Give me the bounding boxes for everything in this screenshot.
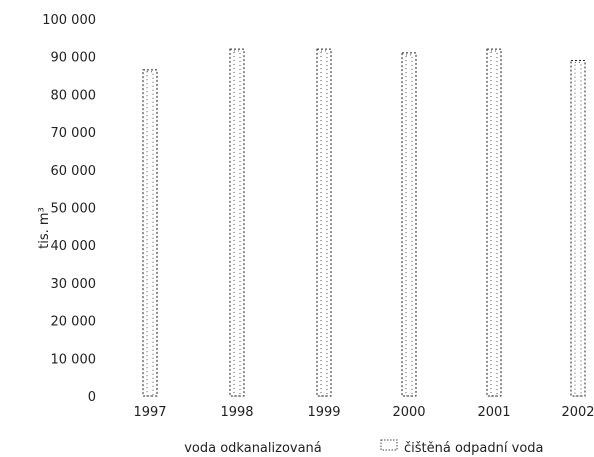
x-tick-label-2001: 2001 xyxy=(477,405,510,420)
bar-voda-odkanalizovana-1997 xyxy=(142,69,158,397)
x-tick-label-1999: 1999 xyxy=(307,405,340,420)
bar-voda-odkanalizovana-1998 xyxy=(229,48,245,397)
bars xyxy=(142,48,586,397)
x-tick-label-1998: 1998 xyxy=(220,405,253,420)
y-tick-label: 70 000 xyxy=(51,126,97,141)
bar-cistena-odpadni-voda-2002 xyxy=(574,61,582,397)
bar-voda-odkanalizovana-2000 xyxy=(401,52,417,397)
x-tick-label-1997: 1997 xyxy=(133,405,166,420)
bar-cistena-odpadni-voda-2000 xyxy=(405,54,413,397)
y-tick-label: 100 000 xyxy=(42,13,96,28)
y-tick-label: 10 000 xyxy=(51,352,97,367)
y-tick-label: 80 000 xyxy=(51,88,97,103)
y-axis-ticks: 0 10 000 20 000 30 000 40 000 50 000 60 000 70 … xyxy=(42,13,96,405)
y-tick-label: 90 000 xyxy=(51,51,97,66)
bar-voda-odkanalizovana-1999 xyxy=(316,48,332,397)
y-tick-label: 50 000 xyxy=(51,202,97,217)
bar-voda-odkanalizovana-2001 xyxy=(486,48,502,397)
bar-cistena-odpadni-voda-1999 xyxy=(320,50,328,397)
legend-label-voda-odkanalizovana: voda odkanalizovaná xyxy=(184,441,322,456)
bar-cistena-odpadni-voda-1998 xyxy=(233,50,241,397)
y-axis-label: tis. m³ xyxy=(37,207,52,249)
legend-label-cistena-odpadni-voda: čištěná odpadní voda xyxy=(404,441,544,456)
x-tick-label-2000: 2000 xyxy=(392,405,425,420)
y-tick-label: 30 000 xyxy=(51,277,97,292)
legend: voda odkanalizovaná čištěná odpadní voda xyxy=(184,439,544,456)
y-tick-label: 20 000 xyxy=(51,315,97,330)
bar-voda-odkanalizovana-2002 xyxy=(570,59,586,397)
legend-swatch-cistena-odpadni-voda xyxy=(380,439,398,451)
bar-cistena-odpadni-voda-1997 xyxy=(146,71,154,397)
x-tick-label-2002: 2002 xyxy=(561,405,594,420)
bar-cistena-odpadni-voda-2001 xyxy=(490,50,498,397)
x-axis-ticks: 1997 1998 1999 2000 2001 2002 xyxy=(133,405,594,420)
y-tick-label: 0 xyxy=(88,390,96,405)
y-tick-label: 60 000 xyxy=(51,164,97,179)
y-tick-label: 40 000 xyxy=(51,239,97,254)
